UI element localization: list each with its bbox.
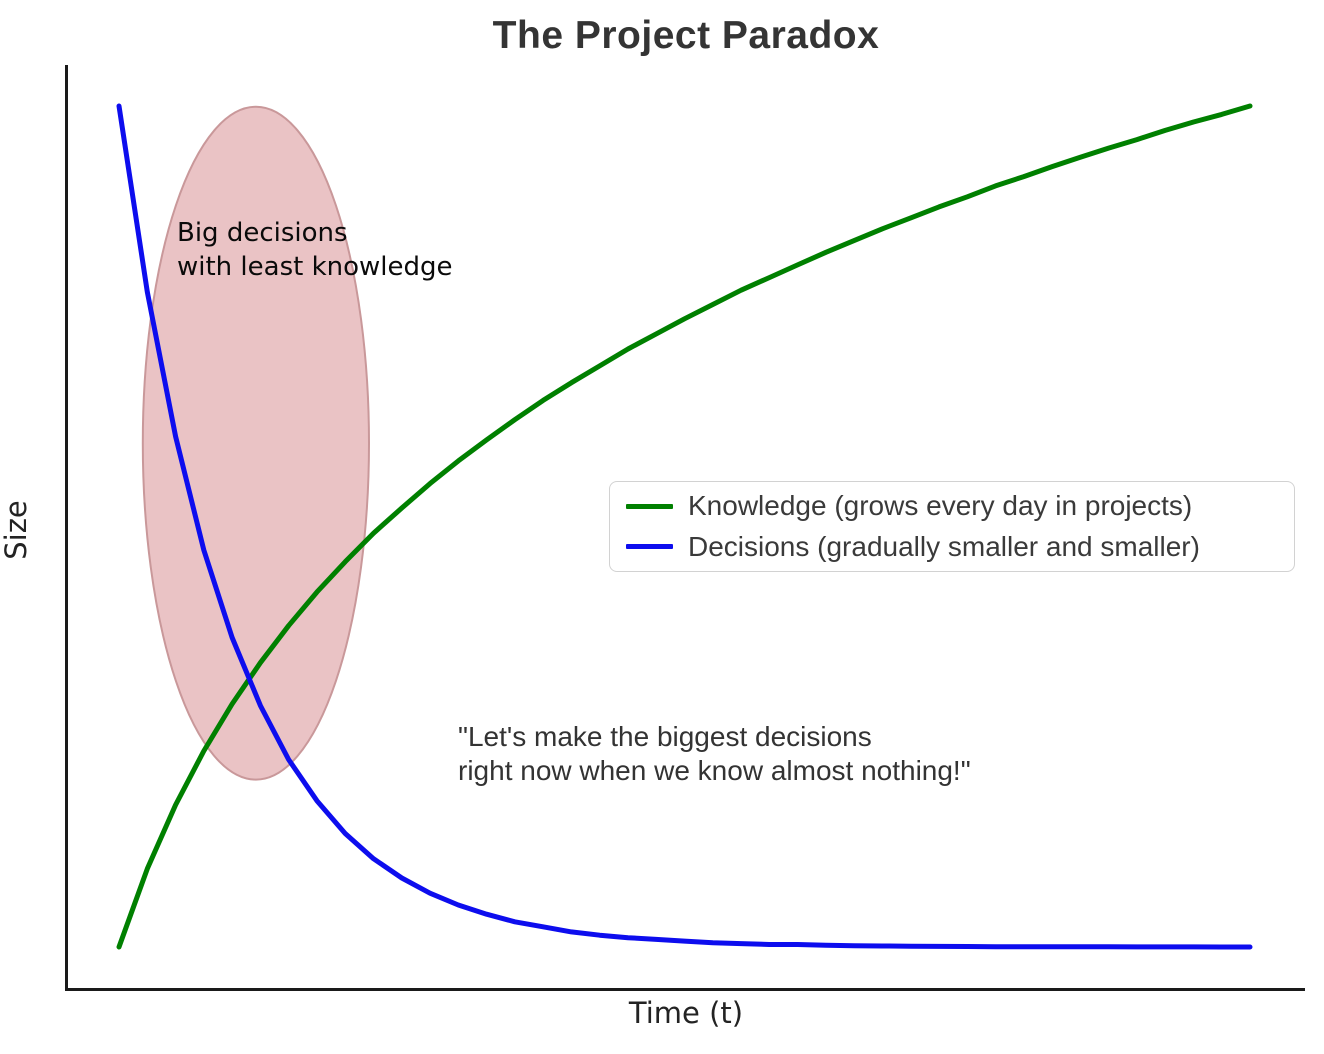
decisions-curve — [116, 103, 1253, 950]
x-axis-label: Time (t) — [628, 996, 744, 1030]
knowledge-line-swatch — [626, 503, 673, 509]
legend-item-knowledge: Knowledge (grows every day in projects) — [626, 490, 1278, 523]
big-decisions-line-1: Big decisions — [177, 218, 348, 248]
quote-line-1: "Let's make the biggest decisions — [458, 721, 872, 752]
chart-title: The Project Paradox — [492, 14, 880, 57]
legend-item-decisions: Decisions (gradually smaller and smaller… — [626, 531, 1278, 564]
y-axis-label: Size — [0, 500, 33, 560]
legend-label-decisions: Decisions (gradually smaller and smaller… — [688, 530, 1200, 562]
big-decisions-line-2: with least knowledge — [177, 252, 453, 282]
legend-label-knowledge: Knowledge (grows every day in projects) — [688, 490, 1193, 522]
big-decisions-annotation: Big decisions with least knowledge — [177, 216, 453, 284]
quote-annotation: "Let's make the biggest decisions right … — [458, 720, 971, 788]
quote-line-2: right now when we know almost nothing!" — [458, 755, 971, 786]
decisions-line-swatch — [626, 544, 673, 550]
legend: Knowledge (grows every day in projects) … — [609, 481, 1295, 572]
knowledge-curve — [116, 103, 1253, 950]
highlight-ellipse — [141, 105, 370, 781]
